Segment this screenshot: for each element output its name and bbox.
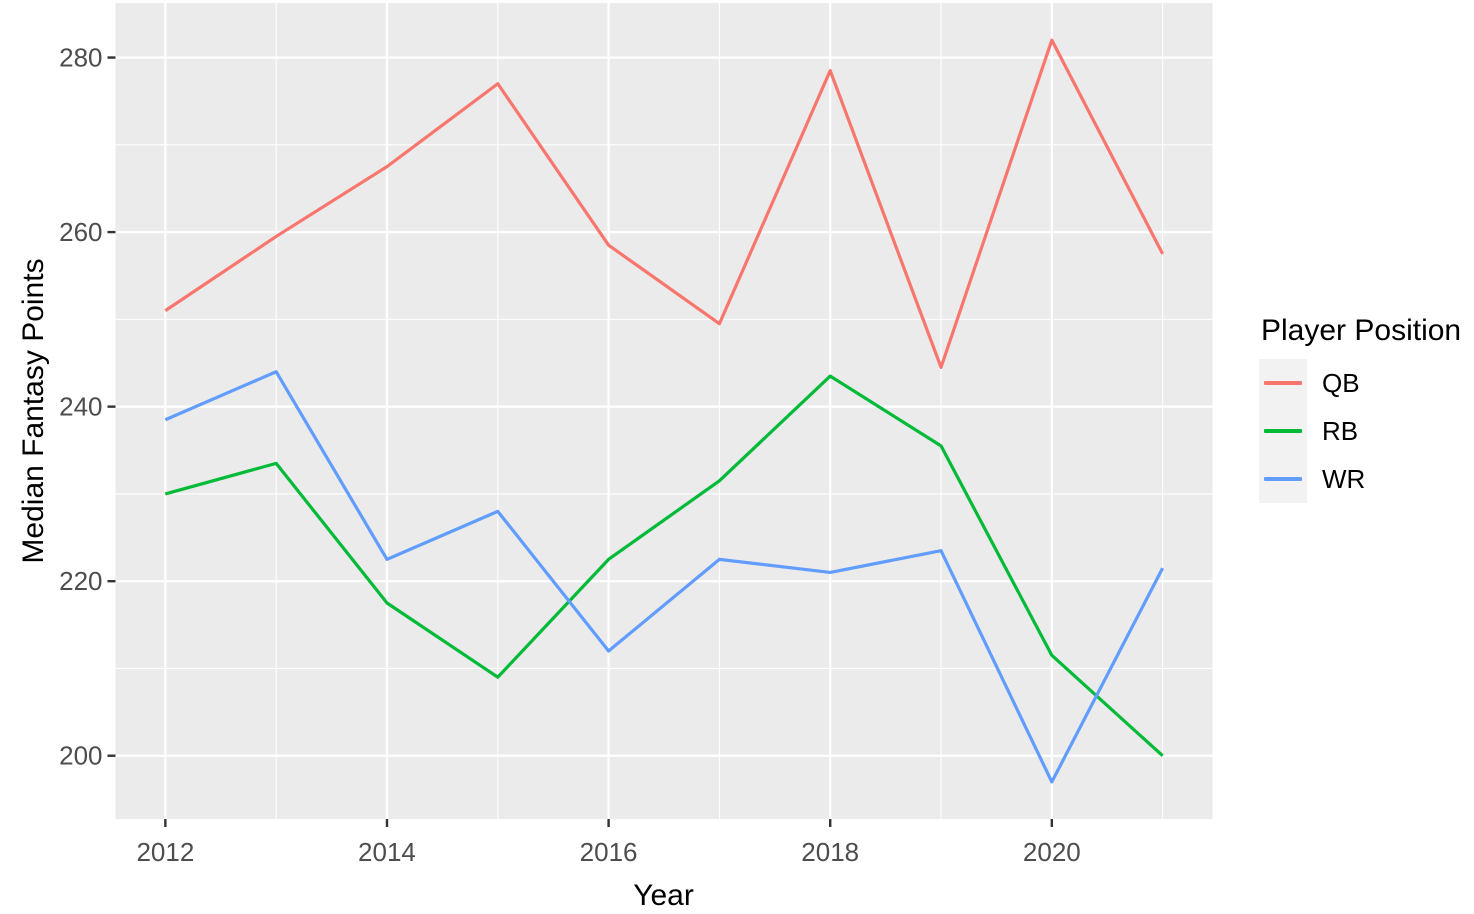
legend-label-rb: RB <box>1322 415 1359 446</box>
x-tick-label: 2018 <box>801 837 859 867</box>
legend: Player Position QB RB WR <box>1259 314 1461 503</box>
legend-label-qb: QB <box>1322 367 1360 398</box>
panel-background <box>115 3 1213 819</box>
legend-title: Player Position <box>1261 314 1462 347</box>
x-tick-label: 2016 <box>580 837 638 867</box>
legend-key-rb <box>1259 407 1307 455</box>
legend-key-wr <box>1259 455 1307 503</box>
y-tick-label: 280 <box>59 43 102 73</box>
legend-entry-wr: WR <box>1259 455 1461 503</box>
y-axis-title: Median Fantasy Points <box>17 258 50 564</box>
legend-entry-qb: QB <box>1259 359 1461 407</box>
wr-line-swatch <box>1264 477 1302 481</box>
x-axis-title: Year <box>633 879 694 912</box>
y-tick-label: 200 <box>59 741 102 771</box>
x-tick-label: 2012 <box>136 837 194 867</box>
y-tick-label: 260 <box>59 217 102 247</box>
x-tick-label: 2014 <box>358 837 416 867</box>
qb-line-swatch <box>1264 381 1302 385</box>
series-line-QB <box>164 38 1165 369</box>
legend-key-qb <box>1259 359 1307 407</box>
y-tick-label: 240 <box>59 392 102 422</box>
legend-entry-rb: RB <box>1259 407 1461 455</box>
rb-line-swatch <box>1264 429 1302 433</box>
series-line-RB <box>164 374 1164 757</box>
y-tick-label: 220 <box>59 566 102 596</box>
x-tick-label: 2020 <box>1023 837 1081 867</box>
legend-label-wr: WR <box>1322 463 1366 494</box>
series-line-WR <box>164 370 1165 784</box>
